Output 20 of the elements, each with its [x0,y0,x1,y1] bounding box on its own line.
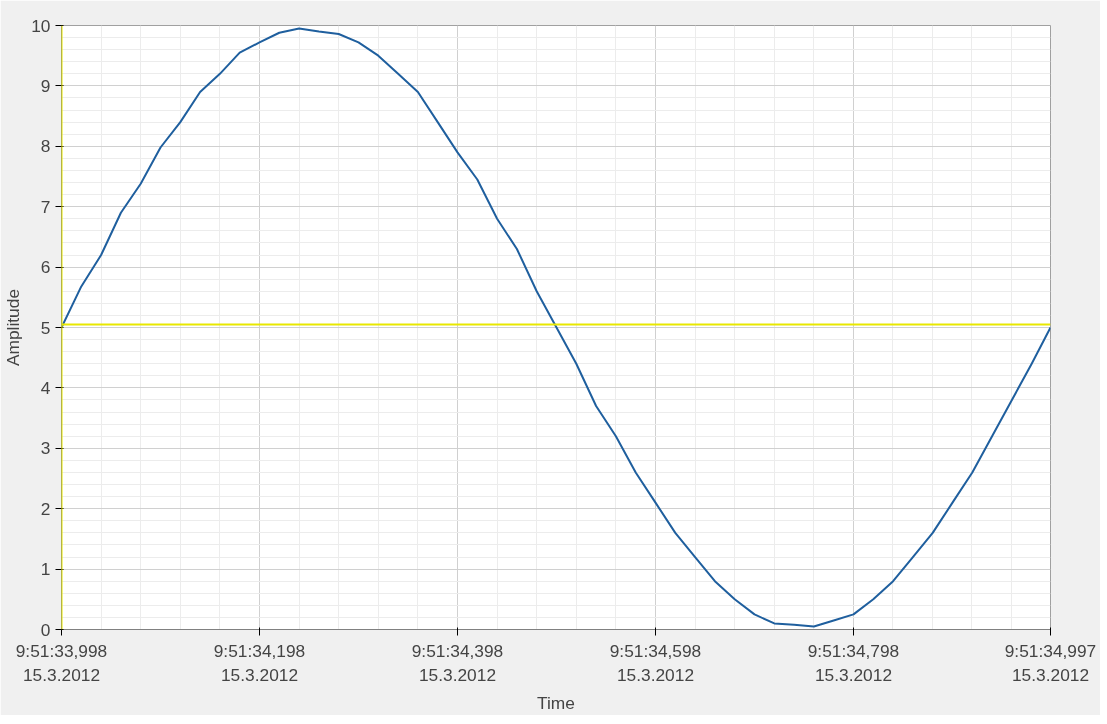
line-series [61,27,1051,628]
y-tick-label: 10 [31,15,51,36]
y-tick-label: 7 [40,196,51,217]
x-tick-label: 9:51:34,598 15.3.2012 [609,640,702,685]
x-tick-label: 9:51:34,398 15.3.2012 [411,640,504,685]
y-tick-label: 8 [40,136,51,157]
x-tick-label: 9:51:33,998 15.3.2012 [15,640,108,685]
y-tick-label: 0 [40,619,51,640]
y-tick-label: 5 [40,317,51,338]
y-tick-label: 1 [40,559,51,580]
y-tick-label: 2 [40,498,51,519]
x-axis-title: Time [537,692,575,713]
y-tick-label: 3 [40,438,51,459]
y-tick-label: 9 [40,75,51,96]
y-tick-label: 6 [40,257,51,278]
x-tick-label: 9:51:34,798 15.3.2012 [807,640,900,685]
x-tick-label: 9:51:34,997 15.3.2012 [1004,640,1097,685]
x-tick-label: 9:51:34,198 15.3.2012 [213,640,306,685]
y-axis-title: Amplitude [3,288,24,367]
y-tick-label: 4 [40,377,51,398]
